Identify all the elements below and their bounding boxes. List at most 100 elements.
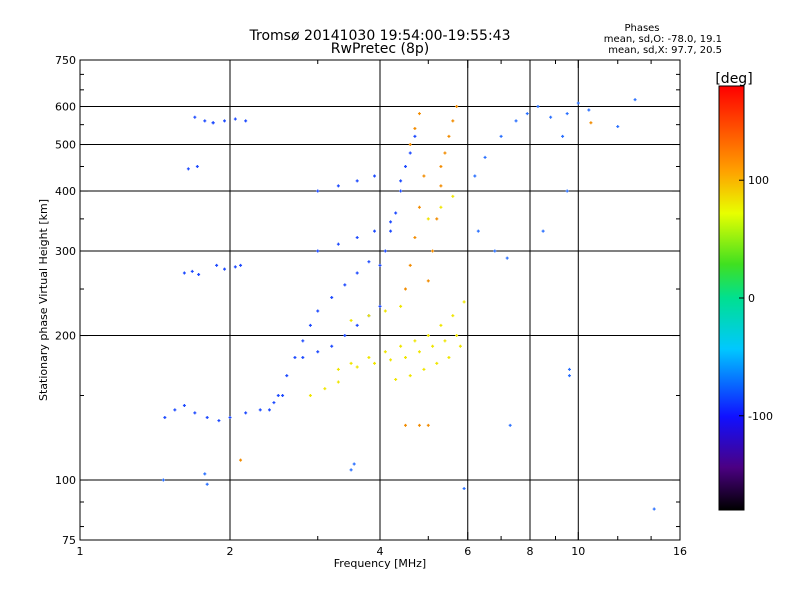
data-point	[211, 121, 215, 125]
data-point	[373, 229, 377, 233]
data-point	[355, 271, 359, 275]
data-point	[330, 296, 334, 300]
data-point	[378, 304, 382, 308]
stats-line-o: mean, sd,O: -78.0, 19.1	[604, 34, 722, 45]
data-point	[567, 367, 571, 371]
grid-lines	[80, 60, 680, 540]
data-point	[499, 134, 503, 138]
data-point	[336, 380, 340, 384]
data-point	[514, 119, 518, 123]
data-point	[336, 367, 340, 371]
colorbar-tick-label: -100	[748, 410, 773, 423]
data-point	[426, 217, 430, 221]
data-point	[349, 318, 353, 322]
data-points	[161, 98, 656, 511]
data-point	[349, 468, 353, 472]
data-point	[399, 179, 403, 183]
colorbar-ticks: 100 0 -100	[739, 174, 773, 423]
title-block: Tromsø 20141030 19:54:00-19:55:43 RwPret…	[249, 28, 511, 57]
data-point	[163, 415, 167, 419]
chart-title: Tromsø 20141030 19:54:00-19:55:43	[249, 28, 511, 44]
data-point	[190, 269, 194, 273]
data-point	[439, 184, 443, 188]
data-point	[413, 339, 417, 343]
data-point	[417, 112, 421, 116]
data-point	[426, 279, 430, 283]
data-point	[541, 229, 545, 233]
data-point	[301, 339, 305, 343]
colorbar-label: [deg]	[715, 71, 752, 87]
data-point	[233, 265, 237, 269]
data-point	[244, 411, 248, 415]
data-point	[336, 184, 340, 188]
data-point	[223, 119, 227, 123]
data-point	[373, 174, 377, 178]
data-point	[383, 350, 387, 354]
data-point	[308, 394, 312, 398]
data-point	[473, 174, 477, 178]
data-point	[403, 423, 407, 427]
data-point	[435, 217, 439, 221]
data-point	[330, 344, 334, 348]
data-point	[451, 314, 455, 318]
data-point	[383, 249, 387, 253]
data-point	[447, 355, 451, 359]
data-point	[652, 507, 656, 511]
data-point	[233, 117, 237, 121]
axis-ticks: 1 2 4 6 8 10 16 75 100 200 300 400 500 600 750	[55, 54, 687, 558]
data-point	[336, 242, 340, 246]
data-point	[576, 101, 580, 105]
x-tick-label: 6	[464, 545, 471, 558]
x-tick-label: 16	[673, 545, 687, 558]
data-point	[228, 415, 232, 419]
data-point	[408, 151, 412, 155]
colorbar-tick-label: 100	[748, 174, 769, 187]
data-point	[389, 358, 393, 362]
data-point	[462, 300, 466, 304]
y-tick-label: 400	[55, 185, 76, 198]
data-point	[316, 249, 320, 253]
data-point	[413, 126, 417, 130]
data-point	[323, 387, 327, 391]
y-tick-label: 500	[55, 139, 76, 152]
data-point	[343, 283, 347, 287]
data-point	[565, 112, 569, 116]
data-point	[462, 487, 466, 491]
data-point	[355, 323, 359, 327]
data-point	[293, 355, 297, 359]
data-point	[343, 334, 347, 338]
data-point	[205, 415, 209, 419]
data-point	[408, 374, 412, 378]
data-point	[549, 115, 553, 119]
x-tick-label: 1	[77, 545, 84, 558]
data-point	[633, 98, 637, 102]
y-tick-label: 75	[62, 534, 76, 547]
data-point	[367, 314, 371, 318]
data-point	[205, 482, 209, 486]
data-point	[182, 271, 186, 275]
data-point	[403, 355, 407, 359]
data-point	[616, 125, 620, 129]
data-point	[458, 344, 462, 348]
data-point	[455, 105, 459, 109]
data-point	[426, 334, 430, 338]
data-point	[493, 249, 497, 253]
data-point	[316, 309, 320, 313]
data-point	[389, 229, 393, 233]
data-point	[217, 419, 221, 423]
data-point	[439, 205, 443, 209]
data-point	[567, 374, 571, 378]
data-point	[422, 174, 426, 178]
data-point	[389, 220, 393, 224]
x-tick-label: 2	[227, 545, 234, 558]
data-point	[505, 256, 509, 260]
data-point	[443, 151, 447, 155]
data-point	[403, 287, 407, 291]
stats-line-x: mean, sd,X: 97.7, 20.5	[608, 45, 722, 56]
y-tick-label: 200	[55, 330, 76, 343]
data-point	[367, 355, 371, 359]
data-point	[435, 361, 439, 365]
data-point	[451, 119, 455, 123]
data-point	[258, 408, 262, 412]
data-point	[193, 411, 197, 415]
